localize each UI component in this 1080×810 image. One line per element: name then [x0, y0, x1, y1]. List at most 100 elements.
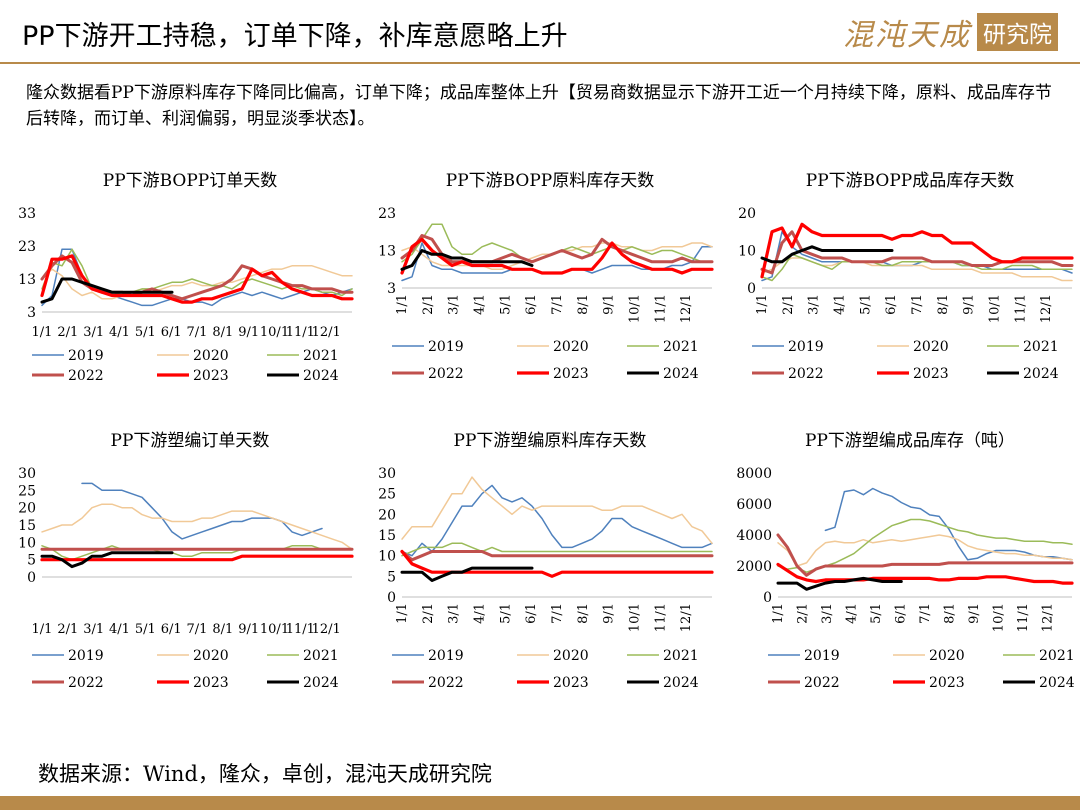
chart-title: PP下游BOPP原料库存天数	[446, 171, 655, 191]
series-line-2020	[401, 476, 713, 545]
y-tick-label: 0	[387, 590, 396, 606]
series-line-2024	[400, 566, 534, 582]
chart-bopp-order-days: PP下游BOPP订单天数 3 13 23 33 1/1 2/1 3/1 4/1 5/1 6/1 7/1…	[18, 171, 354, 384]
y-tick-label: 0	[27, 570, 36, 586]
legend-label-2024: 2024	[1023, 366, 1059, 382]
x-tick-label: 5/1	[135, 325, 156, 340]
x-tick-label: 5/1	[498, 294, 513, 315]
x-tick-label: 2/1	[57, 325, 78, 340]
x-tick-label: 8/1	[212, 325, 233, 340]
x-tick-label: 4/1	[845, 603, 860, 624]
y-tick-label: 5	[27, 553, 36, 569]
x-tick-label: 3/1	[447, 603, 462, 624]
legend-label-2024: 2024	[1039, 675, 1075, 691]
x-tick-label: 9/1	[238, 325, 259, 340]
x-tick-label: 6/1	[161, 325, 182, 340]
x-tick-label: 3/1	[83, 622, 104, 637]
x-tick-label: 10/1	[260, 622, 289, 637]
x-tick-label: 4/1	[473, 294, 488, 315]
x-tick-label: 3/1	[807, 294, 822, 315]
legend-label-2022: 2022	[788, 366, 824, 382]
legend-label-2019: 2019	[68, 648, 104, 664]
chart-title: PP下游BOPP成品库存天数	[806, 171, 1015, 191]
series-line-2021	[41, 545, 353, 561]
x-tick-label: 5/1	[869, 603, 884, 624]
y-tick-label: 23	[378, 206, 396, 222]
x-tick-label: 8/1	[936, 294, 951, 315]
chart-bopp-product-inventory: PP下游BOPP成品库存天数 0 10 20 1/1 2/1 3/1 4/1 5/1 6/1 7/1…	[738, 171, 1074, 382]
x-tick-label: 8/1	[943, 603, 958, 624]
legend-label-2019: 2019	[428, 339, 464, 355]
legend-label-2024: 2024	[303, 368, 339, 384]
y-tick-label: 8000	[736, 466, 772, 482]
x-tick-label: 11/1	[653, 603, 668, 632]
x-tick-label: 11/1	[286, 622, 315, 637]
x-tick-label: 1/1	[755, 294, 770, 315]
header-divider	[0, 62, 1080, 64]
chart-title: PP下游塑编原料库存天数	[454, 431, 647, 451]
x-tick-label: 1/1	[32, 325, 53, 340]
x-tick-label: 3/1	[447, 294, 462, 315]
series-line-2022	[400, 550, 714, 562]
x-tick-label: 7/1	[187, 622, 208, 637]
x-tick-label: 12/1	[1039, 294, 1054, 323]
x-tick-label: 2/1	[421, 294, 436, 315]
chart-title: PP下游塑编成品库存（吨）	[805, 431, 1015, 451]
x-tick-label: 10/1	[988, 294, 1003, 323]
x-tick-label: 7/1	[187, 325, 208, 340]
x-tick-label: 9/1	[967, 603, 982, 624]
legend-label-2023: 2023	[193, 675, 229, 691]
series-line-2023	[400, 237, 714, 275]
x-tick-label: 6/1	[884, 294, 899, 315]
y-tick-label: 33	[18, 206, 36, 222]
series-line-2023	[40, 254, 354, 304]
x-tick-label: 1/1	[32, 622, 53, 637]
y-tick-label: 20	[18, 501, 36, 517]
series-line-2019	[41, 248, 353, 307]
x-tick-label: 3/1	[83, 325, 104, 340]
legend-label-2020: 2020	[193, 648, 229, 664]
series-line-2019	[761, 231, 1073, 282]
logo: 混沌天成 研究院	[843, 13, 1058, 53]
legend-label-2021: 2021	[663, 339, 699, 355]
chart-woven-product-inventory: PP下游塑编成品库存（吨） 0 2000 4000 6000 8000 1/1 2/1 3/1 4…	[736, 431, 1075, 691]
y-tick-label: 5	[387, 569, 396, 585]
legend-label-2022: 2022	[428, 675, 464, 691]
y-tick-label: 0	[763, 590, 772, 606]
series-line-2021	[41, 248, 353, 297]
y-tick-label: 4000	[736, 528, 772, 544]
legend-label-2019: 2019	[804, 648, 840, 664]
y-tick-label: 20	[378, 507, 396, 523]
legend-label-2023: 2023	[193, 368, 229, 384]
series-line-2024	[776, 576, 903, 591]
y-tick-label: 10	[738, 244, 756, 260]
x-tick-label: 10/1	[260, 325, 289, 340]
legend-label-2021: 2021	[303, 648, 339, 664]
series-line-2020	[777, 534, 1073, 567]
x-tick-label: 12/1	[679, 603, 694, 632]
y-tick-label: 0	[747, 281, 756, 297]
y-tick-label: 20	[738, 206, 756, 222]
x-tick-label: 2/1	[796, 603, 811, 624]
series-line-2019	[81, 482, 323, 540]
page-title: PP下游开工持稳，订单下降，补库意愿略上升	[22, 21, 568, 52]
series-line-2024	[40, 277, 174, 304]
legend-label-2020: 2020	[929, 648, 965, 664]
x-tick-label: 6/1	[524, 294, 539, 315]
y-tick-label: 2000	[736, 559, 772, 575]
x-tick-label: 6/1	[894, 603, 909, 624]
series-line-2022	[776, 533, 1074, 577]
logo-main: 混沌天成	[843, 18, 971, 53]
x-tick-label: 6/1	[524, 603, 539, 624]
x-tick-label: 5/1	[858, 294, 873, 315]
y-tick-label: 15	[378, 528, 396, 544]
legend-label-2020: 2020	[553, 648, 589, 664]
legend-label-2021: 2021	[1039, 648, 1075, 664]
y-tick-label: 3	[27, 305, 36, 321]
x-tick-label: 3/1	[820, 603, 835, 624]
legend-label-2023: 2023	[913, 366, 949, 382]
x-tick-label: 11/1	[653, 294, 668, 323]
legend-label-2022: 2022	[68, 368, 104, 384]
series-line-2022	[400, 234, 714, 264]
